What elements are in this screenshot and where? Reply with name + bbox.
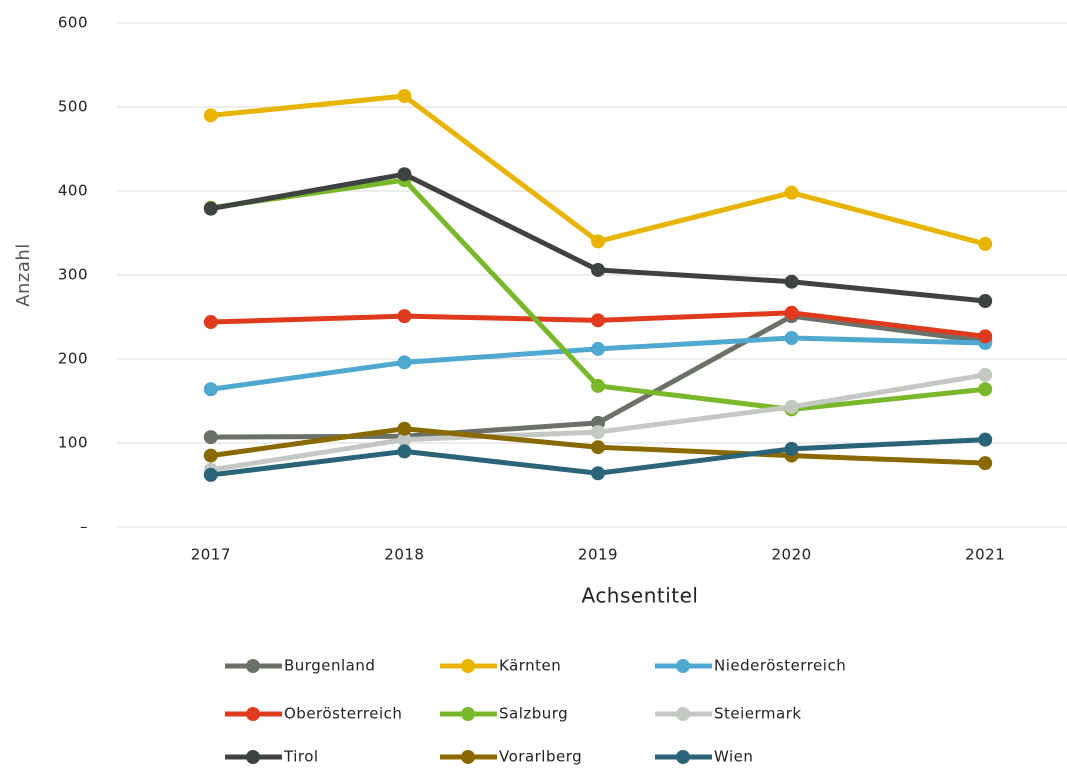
point — [591, 234, 605, 249]
point — [397, 432, 412, 447]
point — [978, 329, 993, 344]
legend-marker — [461, 707, 475, 721]
legend-label: Kärnten — [499, 657, 561, 675]
point — [203, 108, 218, 123]
point — [591, 440, 605, 455]
legend-marker — [246, 707, 260, 721]
legend-marker — [461, 750, 475, 764]
point — [978, 294, 993, 309]
y-axis-title: Anzahl — [13, 243, 34, 307]
point — [784, 274, 799, 289]
legend-marker — [676, 659, 690, 673]
point — [978, 367, 993, 382]
point — [591, 313, 605, 328]
point — [591, 466, 605, 481]
point — [978, 432, 993, 447]
point — [591, 378, 605, 393]
point — [397, 309, 412, 324]
y-tick-label: 400 — [58, 182, 88, 200]
point — [397, 444, 412, 459]
y-tick-label: 200 — [58, 350, 88, 368]
legend-label: Salzburg — [499, 705, 568, 723]
y-tick-label: – — [80, 518, 88, 536]
x-tick-label: 2017 — [191, 546, 231, 564]
point — [591, 262, 605, 277]
y-tick-label: 100 — [58, 434, 88, 452]
point — [397, 355, 412, 370]
x-axis-title: Achsentitel — [581, 584, 698, 608]
point — [203, 201, 218, 216]
legend-label: Steiermark — [714, 705, 802, 723]
point — [591, 425, 605, 440]
x-tick-label: 2020 — [772, 546, 812, 564]
point — [784, 399, 799, 414]
point — [784, 331, 799, 345]
legend-label: Vorarlberg — [499, 748, 582, 766]
point — [978, 236, 993, 251]
point — [978, 456, 993, 471]
point — [784, 305, 799, 320]
y-tick-label: 600 — [58, 14, 88, 32]
point — [203, 467, 218, 482]
point — [397, 89, 412, 104]
point — [203, 382, 218, 397]
point — [397, 167, 412, 182]
x-tick-label: 2021 — [965, 546, 1005, 564]
y-tick-label: 300 — [58, 266, 88, 284]
legend-label: Wien — [714, 748, 753, 766]
point — [591, 341, 605, 356]
y-tick-label: 500 — [58, 98, 88, 116]
legend-label: Niederösterreich — [714, 657, 846, 675]
point — [203, 430, 218, 445]
point — [784, 441, 799, 456]
series-line — [210, 93, 986, 247]
point — [397, 421, 412, 436]
point — [978, 382, 993, 397]
point — [784, 185, 799, 200]
legend-label: Burgenland — [284, 657, 375, 675]
legend-label: Oberösterreich — [284, 705, 402, 723]
legend-label: Tirol — [283, 748, 319, 766]
legend-marker — [246, 659, 260, 673]
point — [203, 315, 218, 330]
x-tick-label: 2018 — [384, 546, 424, 564]
legend-marker — [676, 707, 690, 721]
point — [203, 448, 218, 463]
legend-marker — [676, 750, 690, 764]
legend-marker — [246, 750, 260, 764]
legend-marker — [461, 659, 475, 673]
x-tick-label: 2019 — [578, 546, 618, 564]
